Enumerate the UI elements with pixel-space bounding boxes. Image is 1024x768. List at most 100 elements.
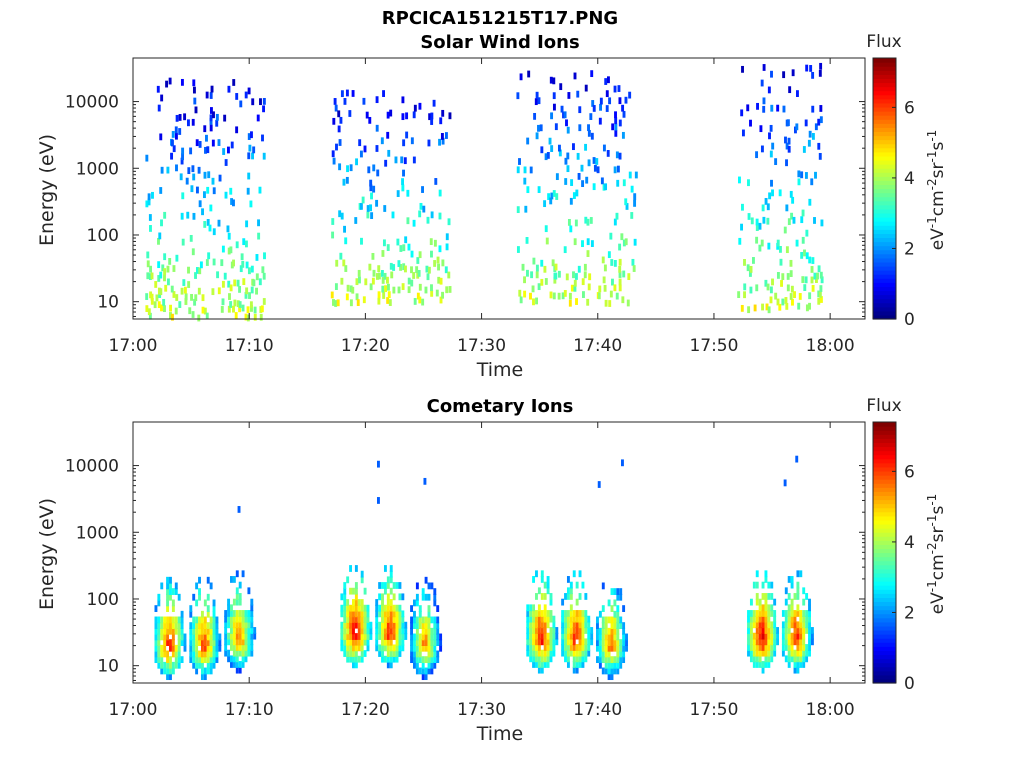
heatmap-cell bbox=[618, 119, 622, 127]
heatmap-cell bbox=[375, 616, 379, 623]
heatmap-cell bbox=[192, 633, 196, 641]
heatmap-cell bbox=[378, 633, 382, 640]
heatmap-cell bbox=[360, 599, 364, 606]
heatmap-cell bbox=[238, 627, 242, 634]
heatmap-cell bbox=[552, 621, 556, 629]
heatmap-cell bbox=[796, 90, 799, 97]
heatmap-cell bbox=[599, 103, 603, 111]
heatmap-cell bbox=[357, 627, 361, 635]
heatmap-cell bbox=[415, 644, 419, 652]
heatmap-cell bbox=[625, 203, 629, 210]
heatmap-cell bbox=[552, 92, 556, 100]
heatmap-cell bbox=[795, 239, 799, 247]
heatmap-cell bbox=[790, 615, 794, 623]
heatmap-cell bbox=[604, 667, 608, 675]
heatmap-cell bbox=[614, 123, 618, 131]
heatmap-cell bbox=[438, 189, 442, 197]
heatmap-cell bbox=[755, 655, 759, 663]
heatmap-cell bbox=[217, 287, 221, 295]
heatmap-cell bbox=[212, 661, 216, 669]
heatmap-cell bbox=[209, 633, 213, 641]
heatmap-cell bbox=[171, 639, 175, 646]
heatmap-cell bbox=[581, 638, 585, 646]
heatmap-cell bbox=[340, 604, 344, 612]
heatmap-cell bbox=[195, 639, 199, 646]
heatmap-cell bbox=[363, 145, 367, 153]
heatmap-cell bbox=[389, 661, 393, 669]
heatmap-cell bbox=[552, 103, 556, 111]
heatmap-cell bbox=[244, 240, 248, 248]
heatmap-cell bbox=[163, 644, 167, 652]
heatmap-cell bbox=[820, 219, 824, 227]
heatmap-cell bbox=[195, 627, 199, 635]
heatmap-cell bbox=[566, 165, 570, 173]
heatmap-cell bbox=[401, 593, 405, 601]
heatmap-cell bbox=[549, 615, 553, 623]
heatmap-cell bbox=[516, 246, 520, 253]
heatmap-cell bbox=[212, 639, 216, 646]
heatmap-cell bbox=[352, 644, 355, 652]
heatmap-cell bbox=[543, 661, 547, 668]
heatmap-cell bbox=[601, 639, 605, 646]
heatmap-cell bbox=[595, 158, 599, 165]
heatmap-cell bbox=[796, 632, 800, 640]
heatmap-cell bbox=[575, 598, 579, 606]
heatmap-cell bbox=[192, 616, 196, 624]
heatmap-cell bbox=[566, 593, 570, 600]
heatmap-cell bbox=[790, 638, 794, 646]
heatmap-cell bbox=[163, 268, 167, 275]
heatmap-cell bbox=[163, 274, 166, 282]
heatmap-cell bbox=[386, 599, 390, 606]
heatmap-cell bbox=[799, 621, 803, 629]
heatmap-cell bbox=[386, 131, 390, 139]
heatmap-cell bbox=[796, 621, 800, 629]
heatmap-cell bbox=[427, 582, 431, 590]
heatmap-cell bbox=[622, 179, 626, 187]
heatmap-cell bbox=[377, 265, 381, 273]
heatmap-cell bbox=[790, 621, 794, 629]
heatmap-cell bbox=[244, 610, 248, 617]
heatmap-cell bbox=[352, 661, 355, 669]
heatmap-cell bbox=[549, 197, 553, 205]
heatmap-cell bbox=[529, 627, 533, 634]
heatmap-cell bbox=[573, 238, 577, 246]
heatmap-cell bbox=[381, 627, 384, 635]
colorbar-swatch bbox=[873, 168, 896, 173]
heatmap-cell bbox=[166, 633, 170, 641]
colorbar-swatch bbox=[873, 245, 896, 251]
heatmap-cell bbox=[330, 291, 334, 299]
heatmap-cell bbox=[598, 650, 602, 658]
heatmap-cell bbox=[760, 145, 764, 153]
heatmap-cell bbox=[383, 638, 387, 646]
x-tick-label: 17:40 bbox=[573, 336, 622, 356]
heatmap-cell bbox=[749, 610, 753, 617]
heatmap-cell bbox=[174, 126, 178, 134]
heatmap-cell bbox=[543, 265, 547, 273]
colorbar-swatch bbox=[873, 581, 896, 586]
heatmap-cell bbox=[157, 633, 161, 641]
heatmap-cell bbox=[537, 627, 541, 634]
heatmap-cell bbox=[810, 178, 814, 186]
heatmap-cell bbox=[189, 234, 193, 242]
colorbar-swatch bbox=[873, 650, 896, 656]
heatmap-cell bbox=[169, 656, 172, 664]
heatmap-cell bbox=[569, 627, 573, 634]
heatmap-cell bbox=[563, 246, 567, 254]
heatmap-cell bbox=[526, 186, 530, 194]
heatmap-cell bbox=[767, 593, 771, 600]
heatmap-cell bbox=[427, 616, 431, 624]
heatmap-cell bbox=[758, 222, 762, 230]
heatmap-cell bbox=[346, 616, 350, 623]
heatmap-cell bbox=[174, 627, 178, 635]
heatmap-cell bbox=[421, 644, 425, 652]
heatmap-cell bbox=[177, 633, 181, 641]
heatmap-cell bbox=[163, 622, 167, 629]
heatmap-cell bbox=[767, 306, 771, 314]
heatmap-cell bbox=[392, 593, 396, 601]
heatmap-cell bbox=[439, 117, 443, 125]
heatmap-cell bbox=[235, 593, 239, 600]
heatmap-cell bbox=[224, 638, 228, 646]
heatmap-cell bbox=[616, 593, 620, 601]
heatmap-cell bbox=[787, 145, 791, 153]
heatmap-cell bbox=[619, 593, 623, 601]
